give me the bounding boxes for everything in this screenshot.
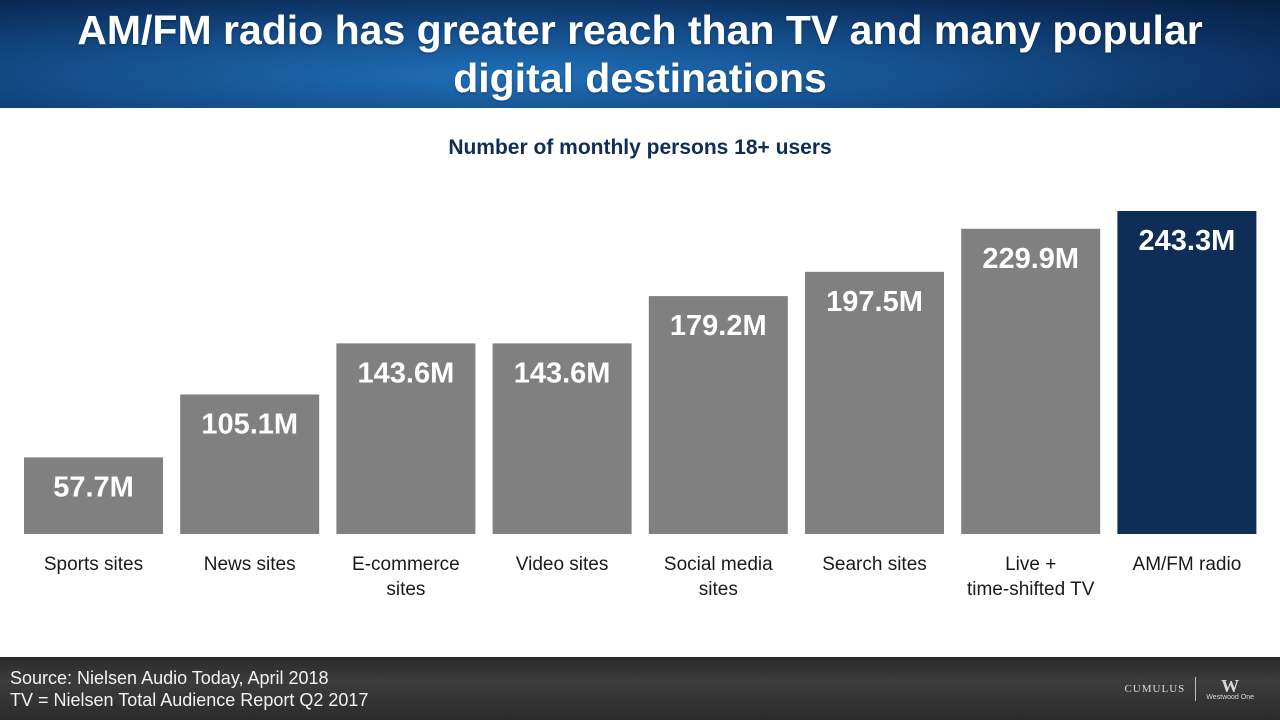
bar-0 [24,457,163,534]
category-label-7: AM/FM radio [1133,554,1242,575]
logos: CUMULUS W Westwood One [1124,677,1254,701]
source-note: Source: Nielsen Audio Today, April 2018 … [10,667,368,711]
category-label-5: Search sites [822,554,927,575]
category-label-3: Video sites [516,554,609,575]
footer-bar: Source: Nielsen Audio Today, April 2018 … [0,657,1280,720]
bar-4 [648,296,788,534]
bar-2 [336,343,476,534]
westwood-one-logo: W Westwood One [1206,675,1254,701]
cumulus-logo: CUMULUS [1124,683,1186,695]
slide-header: AM/FM radio has greater reach than TV an… [0,0,1280,108]
source-line-1: Source: Nielsen Audio Today, April 2018 [10,668,329,688]
bar-value-label-7: 243.3M [1139,225,1236,257]
category-label-1: News sites [204,554,296,575]
bar-value-label-0: 57.7M [53,471,134,503]
category-label-6: Live + time-shifted TV [967,554,1095,600]
bar-value-label-2: 143.6M [358,357,455,389]
category-label-2: E-commerce sites [352,554,460,600]
slide-title: AM/FM radio has greater reach than TV an… [77,7,1203,101]
bar-5 [805,271,944,534]
bar-value-label-1: 105.1M [201,408,298,440]
westwood-one-mark: W [1221,675,1240,696]
chart-title: Number of monthly persons 18+ users [448,136,832,159]
bar-1 [180,394,320,534]
logo-divider [1195,677,1197,701]
bar-7 [1117,211,1257,534]
source-line-2: TV = Nielsen Total Audience Report Q2 20… [10,690,369,710]
bar-value-label-5: 197.5M [826,286,923,318]
westwood-one-label: Westwood One [1206,693,1254,701]
category-label-4: Social media sites [664,554,773,600]
bar-value-label-3: 143.6M [514,357,611,389]
bar-value-label-6: 229.9M [982,243,1079,275]
bar-3 [492,343,632,534]
bar-6 [961,228,1101,535]
bar-value-label-4: 179.2M [670,310,767,342]
category-label-0: Sports sites [44,554,143,575]
